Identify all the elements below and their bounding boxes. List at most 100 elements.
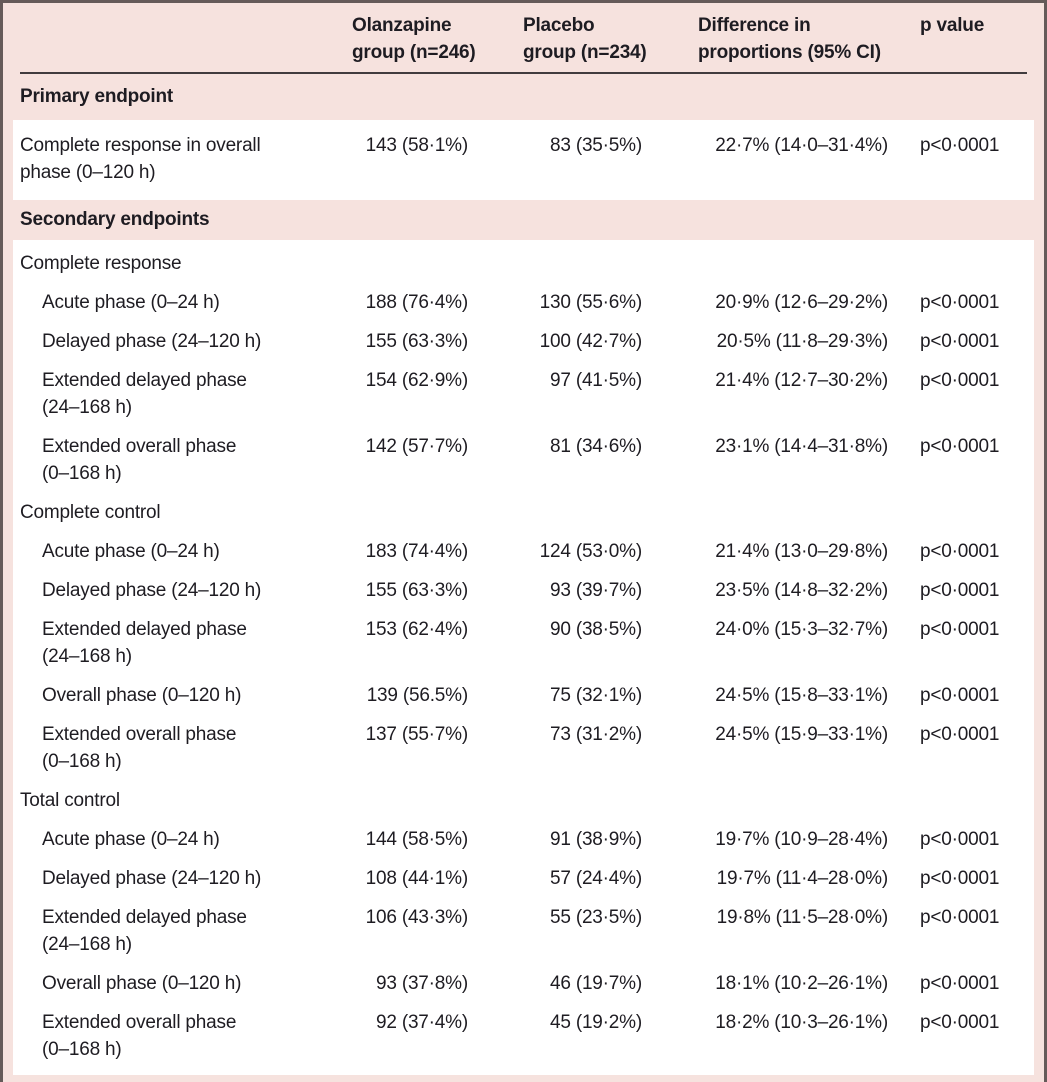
olanzapine-value: 143 (58·1%)	[365, 135, 469, 156]
row-label: Acute phase (0–24 h)	[42, 541, 220, 562]
row-label: Extended overall phase (0–168 h)	[42, 436, 237, 484]
difference-value: 18·1% (10·2–26·1%)	[715, 973, 888, 994]
difference-value: 23·1% (14·4–31·8%)	[715, 436, 888, 457]
olanzapine-value: 155 (63·3%)	[365, 580, 469, 601]
table-row: Extended delayed phase (24–168 h) 106 (4…	[13, 898, 1034, 964]
group-title: Complete control	[20, 502, 161, 523]
table-row: Overall phase (0–120 h) 139 (56.5%) 75 (…	[13, 676, 1034, 715]
difference-value: 19·7% (11·4–28·0%)	[716, 868, 889, 889]
group-title: Complete response	[20, 253, 182, 274]
table-row: Acute phase (0–24 h) 188 (76·4%) 130 (55…	[13, 283, 1034, 322]
p-value: p<0·0001	[920, 331, 1000, 352]
group-header-complete-response: Complete response	[13, 244, 1034, 283]
p-value: p<0·0001	[920, 292, 1000, 313]
placebo-value: 83 (35·5%)	[550, 135, 642, 156]
olanzapine-value: 142 (57·7%)	[365, 436, 469, 457]
placebo-value: 130 (55·6%)	[539, 292, 643, 313]
difference-value: 20·9% (12·6–29·2%)	[715, 292, 888, 313]
p-value: p<0·0001	[920, 868, 1000, 889]
placebo-value: 55 (23·5%)	[550, 907, 642, 928]
placebo-value: 124 (53·0%)	[539, 541, 643, 562]
p-value: p<0·0001	[920, 685, 1000, 706]
group-title: Total control	[20, 790, 120, 811]
olanzapine-value: 188 (76·4%)	[365, 292, 469, 313]
primary-endpoint-panel: Complete response in overall phase (0–12…	[13, 120, 1034, 200]
placebo-value: 75 (32·1%)	[550, 685, 642, 706]
p-value: p<0·0001	[920, 580, 1000, 601]
row-label: Delayed phase (24–120 h)	[42, 868, 262, 889]
difference-value: 23·5% (14·8–32·2%)	[715, 580, 888, 601]
difference-value: 21·4% (13·0–29·8%)	[715, 541, 888, 562]
olanzapine-value: 183 (74·4%)	[365, 541, 469, 562]
row-label: Extended delayed phase (24–168 h)	[42, 619, 247, 667]
placebo-value: 81 (34·6%)	[550, 436, 642, 457]
column-header-difference-in-proportions: Difference in proportions (95% CI)	[698, 15, 881, 63]
difference-value: 24·0% (15·3–32·7%)	[715, 619, 888, 640]
placebo-value: 93 (39·7%)	[550, 580, 642, 601]
olanzapine-value: 137 (55·7%)	[365, 724, 469, 745]
p-value: p<0·0001	[920, 724, 1000, 745]
table-row: Extended delayed phase (24–168 h) 154 (6…	[13, 361, 1034, 427]
row-label: Acute phase (0–24 h)	[42, 829, 220, 850]
section-band-label: Primary endpoint	[20, 86, 174, 107]
table-row: Delayed phase (24–120 h) 155 (63·3%) 100…	[13, 322, 1034, 361]
table-row: Delayed phase (24–120 h) 108 (44·1%) 57 …	[13, 859, 1034, 898]
section-band-secondary-endpoints: Secondary endpoints	[3, 200, 1044, 240]
row-label: Acute phase (0–24 h)	[42, 292, 220, 313]
difference-value: 19·7% (10·9–28·4%)	[715, 829, 888, 850]
secondary-endpoints-panel: Complete response Acute phase (0–24 h) 1…	[13, 240, 1034, 1075]
difference-value: 21·4% (12·7–30·2%)	[715, 370, 888, 391]
table-row: Acute phase (0–24 h) 144 (58·5%) 91 (38·…	[13, 820, 1034, 859]
placebo-value: 90 (38·5%)	[550, 619, 642, 640]
p-value: p<0·0001	[920, 541, 1000, 562]
row-label: Delayed phase (24–120 h)	[42, 580, 262, 601]
difference-value: 22·7% (14·0–31·4%)	[715, 135, 888, 156]
column-header-p-value: p value	[920, 15, 985, 36]
table-row: Acute phase (0–24 h) 183 (74·4%) 124 (53…	[13, 532, 1034, 571]
p-value: p<0·0001	[920, 370, 1000, 391]
placebo-value: 100 (42·7%)	[539, 331, 643, 352]
p-value: p<0·0001	[920, 1012, 1000, 1033]
p-value: p<0·0001	[920, 619, 1000, 640]
row-label: Extended overall phase (0–168 h)	[42, 1012, 237, 1060]
table-row: Extended delayed phase (24–168 h) 153 (6…	[13, 610, 1034, 676]
placebo-value: 97 (41·5%)	[550, 370, 642, 391]
difference-value: 20·5% (11·8–29·3%)	[716, 331, 889, 352]
row-label: Overall phase (0–120 h)	[42, 973, 242, 994]
p-value: p<0·0001	[920, 907, 1000, 928]
olanzapine-value: 92 (37·4%)	[376, 1012, 468, 1033]
row-label: Extended delayed phase (24–168 h)	[42, 907, 247, 955]
olanzapine-value: 153 (62·4%)	[365, 619, 469, 640]
olanzapine-value: 144 (58·5%)	[365, 829, 469, 850]
column-header-row: Olanzapine group (n=246) Placebo group (…	[3, 3, 1044, 72]
placebo-value: 91 (38·9%)	[550, 829, 642, 850]
placebo-value: 45 (19·2%)	[550, 1012, 642, 1033]
p-value: p<0·0001	[920, 135, 1000, 156]
olanzapine-value: 93 (37·8%)	[376, 973, 468, 994]
placebo-value: 46 (19·7%)	[550, 973, 642, 994]
table-row: Overall phase (0–120 h) 93 (37·8%) 46 (1…	[13, 964, 1034, 1003]
group-header-total-control: Total control	[13, 781, 1034, 820]
row-label: Overall phase (0–120 h)	[42, 685, 242, 706]
olanzapine-value: 139 (56.5%)	[366, 685, 469, 706]
p-value: p<0·0001	[920, 829, 1000, 850]
difference-value: 24·5% (15·9–33·1%)	[715, 724, 888, 745]
difference-value: 19·8% (11·5–28·0%)	[716, 907, 889, 928]
olanzapine-value: 106 (43·3%)	[365, 907, 469, 928]
table-row: Delayed phase (24–120 h) 155 (63·3%) 93 …	[13, 571, 1034, 610]
row-label: Complete response in overall phase (0–12…	[20, 135, 261, 183]
placebo-value: 73 (31·2%)	[550, 724, 642, 745]
olanzapine-value: 154 (62·9%)	[365, 370, 469, 391]
section-band-primary-endpoint: Primary endpoint	[3, 74, 1044, 120]
difference-value: 18·2% (10·3–26·1%)	[715, 1012, 888, 1033]
row-label: Delayed phase (24–120 h)	[42, 331, 262, 352]
table-row: Complete response in overall phase (0–12…	[13, 126, 1034, 192]
row-label: Extended delayed phase (24–168 h)	[42, 370, 247, 418]
table-row: Extended overall phase (0–168 h) 142 (57…	[13, 427, 1034, 493]
difference-value: 24·5% (15·8–33·1%)	[715, 685, 888, 706]
section-band-label: Secondary endpoints	[20, 209, 210, 230]
header-divider-rule	[20, 72, 1027, 74]
column-header-olanzapine-group: Olanzapine group (n=246)	[352, 15, 476, 63]
olanzapine-value: 108 (44·1%)	[365, 868, 469, 889]
